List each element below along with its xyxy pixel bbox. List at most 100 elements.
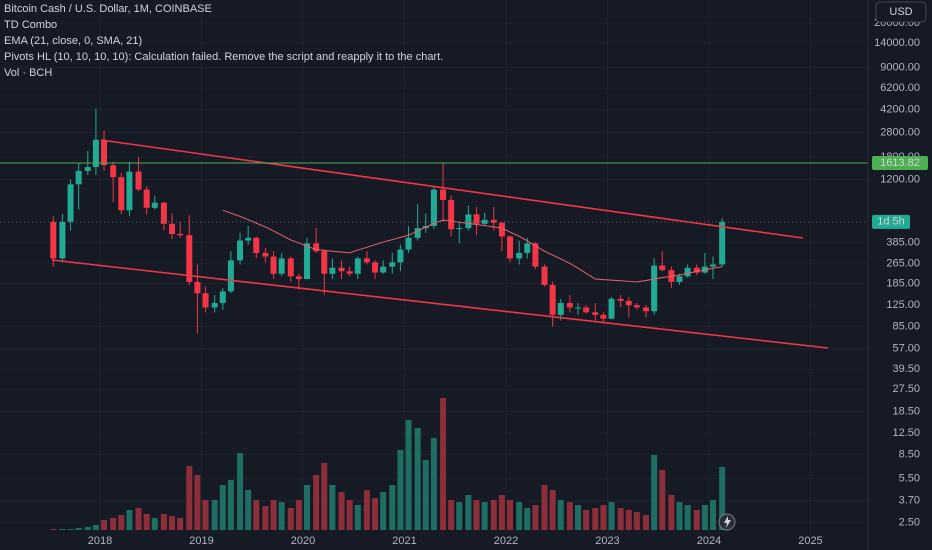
candle-body bbox=[346, 271, 353, 274]
candle-body bbox=[643, 307, 650, 312]
y-tick-label: 265.00 bbox=[886, 257, 920, 269]
candles bbox=[50, 108, 726, 334]
y-tick-label: 57.00 bbox=[892, 343, 920, 355]
candle-body bbox=[397, 249, 404, 263]
candle-body bbox=[524, 243, 531, 253]
candle-body bbox=[338, 267, 345, 272]
volume-bar bbox=[490, 500, 497, 530]
volume-bar bbox=[245, 490, 252, 530]
volume-bar bbox=[295, 500, 302, 530]
volume-bar bbox=[160, 514, 167, 530]
level-label: 1613.82 bbox=[880, 157, 920, 169]
candle-body bbox=[219, 291, 226, 303]
candle-body bbox=[608, 298, 615, 319]
volume-bar bbox=[101, 520, 108, 530]
y-tick-label: 1200.00 bbox=[880, 173, 920, 185]
candle-body bbox=[237, 240, 244, 261]
volume-bar bbox=[389, 485, 396, 530]
volume-pane bbox=[50, 398, 726, 530]
y-tick-label: 6200.00 bbox=[880, 82, 920, 94]
candle-body bbox=[583, 307, 590, 313]
ema-line bbox=[222, 209, 723, 283]
volume-bar bbox=[541, 485, 548, 530]
volume-bar bbox=[278, 502, 285, 530]
y-tick-label: 385.00 bbox=[886, 237, 920, 249]
candle-body bbox=[110, 165, 117, 178]
volume-bar bbox=[625, 510, 632, 530]
candle-body bbox=[633, 305, 640, 308]
x-tick-label: 2018 bbox=[88, 535, 112, 547]
volume-bar bbox=[169, 516, 176, 530]
candle-body bbox=[389, 262, 396, 267]
volume-bar bbox=[346, 500, 353, 530]
volume-bar bbox=[143, 514, 150, 530]
volume-bar bbox=[710, 500, 717, 530]
candle-body bbox=[177, 233, 184, 236]
candle-body bbox=[202, 293, 209, 308]
x-tick-label: 2025 bbox=[798, 535, 822, 547]
volume-bar bbox=[372, 498, 379, 530]
volume-bar bbox=[186, 466, 193, 530]
legend-line: Vol · BCH bbox=[4, 67, 52, 79]
volume-bar bbox=[668, 495, 675, 530]
candle-body bbox=[456, 228, 463, 230]
volume-bar bbox=[202, 500, 209, 530]
candle-body bbox=[278, 258, 285, 274]
volume-bar bbox=[481, 502, 488, 530]
volume-bar bbox=[110, 518, 117, 530]
volume-bar bbox=[363, 490, 370, 530]
currency-label[interactable]: USD bbox=[889, 6, 912, 18]
candle-body bbox=[253, 237, 260, 253]
x-tick-label: 2024 bbox=[697, 535, 721, 547]
candle-body bbox=[101, 139, 108, 166]
volume-bar bbox=[50, 529, 57, 530]
y-tick-label: 2.50 bbox=[899, 517, 920, 529]
upper-trendline bbox=[100, 139, 804, 239]
volume-bar bbox=[321, 463, 328, 530]
volume-bar bbox=[659, 470, 666, 530]
candle-body bbox=[710, 264, 717, 267]
candle-body bbox=[693, 267, 700, 273]
candle-body bbox=[549, 284, 556, 315]
volume-bar bbox=[397, 450, 404, 530]
candle-body bbox=[329, 267, 336, 274]
lightning-icon bbox=[724, 516, 731, 528]
volume-bar bbox=[684, 505, 691, 530]
volume-bar bbox=[405, 420, 412, 530]
candle-body bbox=[321, 251, 328, 274]
countdown-label: 1d 5h bbox=[877, 216, 905, 228]
candle-body bbox=[270, 256, 277, 274]
volume-bar bbox=[507, 500, 514, 530]
candle-body bbox=[414, 228, 421, 238]
candle-body bbox=[566, 302, 573, 308]
y-tick-label: 12.50 bbox=[892, 427, 920, 439]
volume-bar bbox=[676, 502, 683, 530]
candle-body bbox=[169, 223, 176, 234]
volume-bar bbox=[338, 492, 345, 530]
candle-body bbox=[592, 312, 599, 315]
volume-bar bbox=[719, 467, 726, 530]
candle-body bbox=[143, 189, 150, 208]
candle-body bbox=[126, 171, 133, 211]
countdown-tag bbox=[872, 214, 910, 229]
lower-trendline bbox=[51, 259, 829, 349]
y-tick-label: 2800.00 bbox=[880, 126, 920, 138]
legend-line: EMA (21, close, 0, SMA, 21) bbox=[4, 35, 142, 47]
volume-bar bbox=[456, 502, 463, 530]
volume-bar bbox=[219, 485, 226, 530]
volume-bar bbox=[633, 512, 640, 530]
candle-body bbox=[659, 265, 666, 271]
candle-body bbox=[516, 252, 523, 259]
volume-bar bbox=[287, 508, 294, 530]
y-tick-label: 27.50 bbox=[892, 383, 920, 395]
volume-bar bbox=[524, 508, 531, 530]
candle-body bbox=[440, 189, 447, 200]
volume-bar bbox=[75, 528, 82, 530]
volume-bar bbox=[592, 508, 599, 530]
overlays bbox=[0, 162, 868, 283]
candle-body bbox=[380, 266, 387, 273]
candle-body bbox=[541, 266, 548, 285]
volume-bar bbox=[473, 500, 480, 530]
currency-button[interactable] bbox=[875, 1, 927, 23]
